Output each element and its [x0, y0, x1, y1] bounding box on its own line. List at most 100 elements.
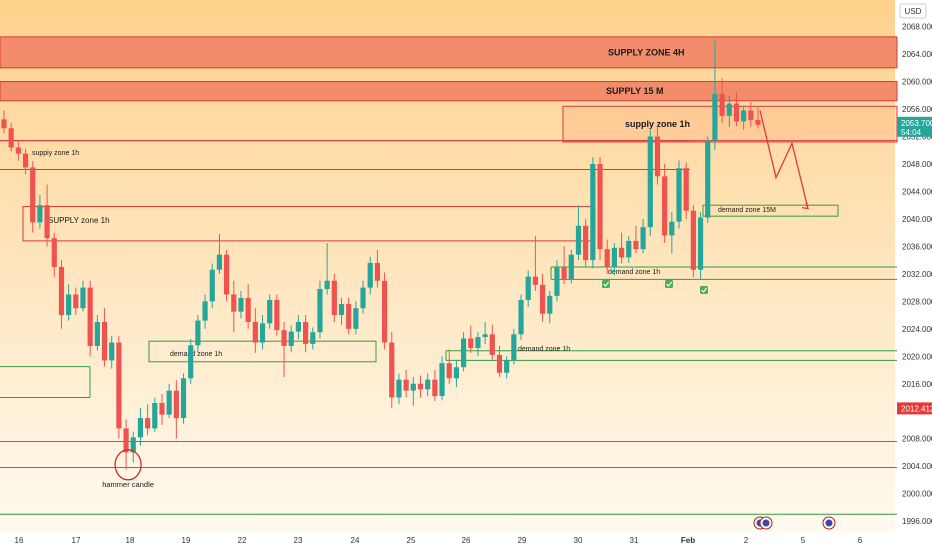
candle-body	[22, 153, 29, 168]
candle-body	[719, 93, 725, 116]
price-tick-label: 2052.000	[902, 133, 932, 142]
time-tick-label: 2	[744, 536, 749, 545]
current-price-tag	[897, 116, 932, 137]
candle-body	[44, 205, 50, 239]
candle-body	[317, 288, 323, 333]
candle-body	[410, 383, 416, 391]
candle-body	[123, 428, 129, 453]
time-axis[interactable]: 16 17 18 19 22 23 24 25 26 29 30 31 Feb 2 5 6	[15, 516, 863, 545]
candle-body	[159, 402, 165, 415]
candle-body	[604, 249, 610, 267]
candle-body	[618, 247, 625, 258]
demand-zone-box	[702, 204, 839, 217]
candle-body	[73, 294, 79, 309]
price-tick-label: 2028.000	[902, 297, 932, 306]
time-tick-label: 22	[238, 536, 247, 545]
candle-body	[626, 240, 632, 258]
candle-body	[403, 379, 409, 391]
candle-body	[748, 110, 754, 121]
time-tick-label: 6	[858, 536, 863, 545]
price-tick-label: 1996.000	[902, 517, 932, 526]
candle-body	[525, 276, 531, 300]
check-icon	[700, 286, 708, 294]
currency-button[interactable]: USD	[899, 3, 927, 19]
price-axis[interactable]: 1996.0002000.0002004.0002008.0002012.000…	[897, 23, 932, 527]
candle-body	[453, 367, 459, 379]
candle-body	[496, 354, 503, 373]
candle-body	[712, 93, 718, 141]
candle-body	[439, 363, 445, 397]
candle-body	[633, 240, 639, 250]
low-price-value: 2012.412	[901, 404, 932, 413]
demand-zone-label: demand zone 1h	[518, 346, 570, 353]
candle-body	[252, 321, 258, 343]
candle-body	[1, 119, 7, 129]
candle-body	[741, 110, 747, 122]
price-tick-label: 2016.000	[902, 380, 932, 389]
time-tick-label: 30	[574, 536, 583, 545]
candle-body	[755, 120, 761, 125]
candle-body	[417, 383, 424, 390]
time-tick-label: 17	[72, 536, 81, 545]
candle-body	[554, 267, 560, 296]
supply-zone-label: supply zone 1h	[625, 119, 690, 129]
price-tick-label: 2060.000	[902, 78, 932, 87]
time-tick-label: 16	[15, 536, 24, 545]
supply-zone-label: SUPPLY 15 M	[606, 86, 664, 96]
candle-body	[51, 238, 57, 267]
price-tick-label: 2044.000	[902, 187, 932, 196]
candle-body	[195, 320, 201, 346]
candle-body	[245, 297, 251, 322]
candle-body	[690, 210, 696, 270]
candle-body	[66, 294, 72, 316]
candle-body	[87, 287, 93, 346]
time-tick-label: 25	[407, 536, 416, 545]
candle-body	[432, 379, 438, 397]
candle-body	[489, 334, 495, 355]
annotation-layer: hammer candle	[102, 110, 809, 489]
candle-body	[518, 299, 524, 335]
supply-zone-label: SUPPLY zone 1h	[48, 216, 110, 225]
low-price-tag	[897, 402, 932, 415]
candle-body	[654, 136, 661, 177]
candle-body	[338, 304, 345, 316]
supply-zone-label: SUPPLY ZONE 4H	[608, 47, 685, 57]
candle-body	[331, 280, 337, 316]
candle-body	[676, 168, 682, 222]
candle-body	[238, 297, 244, 312]
hammer-candle-label: hammer candle	[102, 480, 154, 489]
time-tick-label: 19	[182, 536, 191, 545]
price-axis-background	[895, 0, 932, 532]
candle-body	[647, 136, 653, 228]
projection-path	[759, 110, 809, 209]
candle-body	[575, 225, 582, 255]
candle-body	[216, 254, 223, 270]
candle-body	[733, 103, 740, 122]
candle-body	[683, 168, 689, 211]
demand-zone-label: demand zone 15M	[718, 207, 776, 214]
candle-body	[669, 221, 675, 236]
candle-body	[561, 267, 567, 280]
price-tick-label: 2068.000	[902, 23, 932, 32]
candle-body	[697, 217, 704, 270]
candle-body	[460, 338, 467, 368]
candle-body	[145, 418, 151, 429]
candle-body	[662, 176, 668, 236]
candle-body	[511, 334, 517, 361]
supply-zone-label: suppiy zone 1h	[32, 150, 79, 157]
time-tick-label: 26	[462, 536, 471, 545]
candle-body	[209, 269, 215, 302]
hammer-candle-circle	[114, 449, 142, 481]
candle-body	[367, 262, 373, 288]
candle-body	[37, 205, 43, 223]
price-tick-label: 2032.000	[902, 270, 932, 279]
time-tick-label: 5	[801, 536, 806, 545]
candle-body	[705, 140, 711, 218]
candle-body	[726, 103, 732, 116]
candle-body	[267, 299, 273, 324]
candle-body	[94, 321, 100, 346]
candle-body	[597, 163, 603, 250]
candle-body	[8, 128, 14, 148]
candle-body	[482, 334, 488, 338]
